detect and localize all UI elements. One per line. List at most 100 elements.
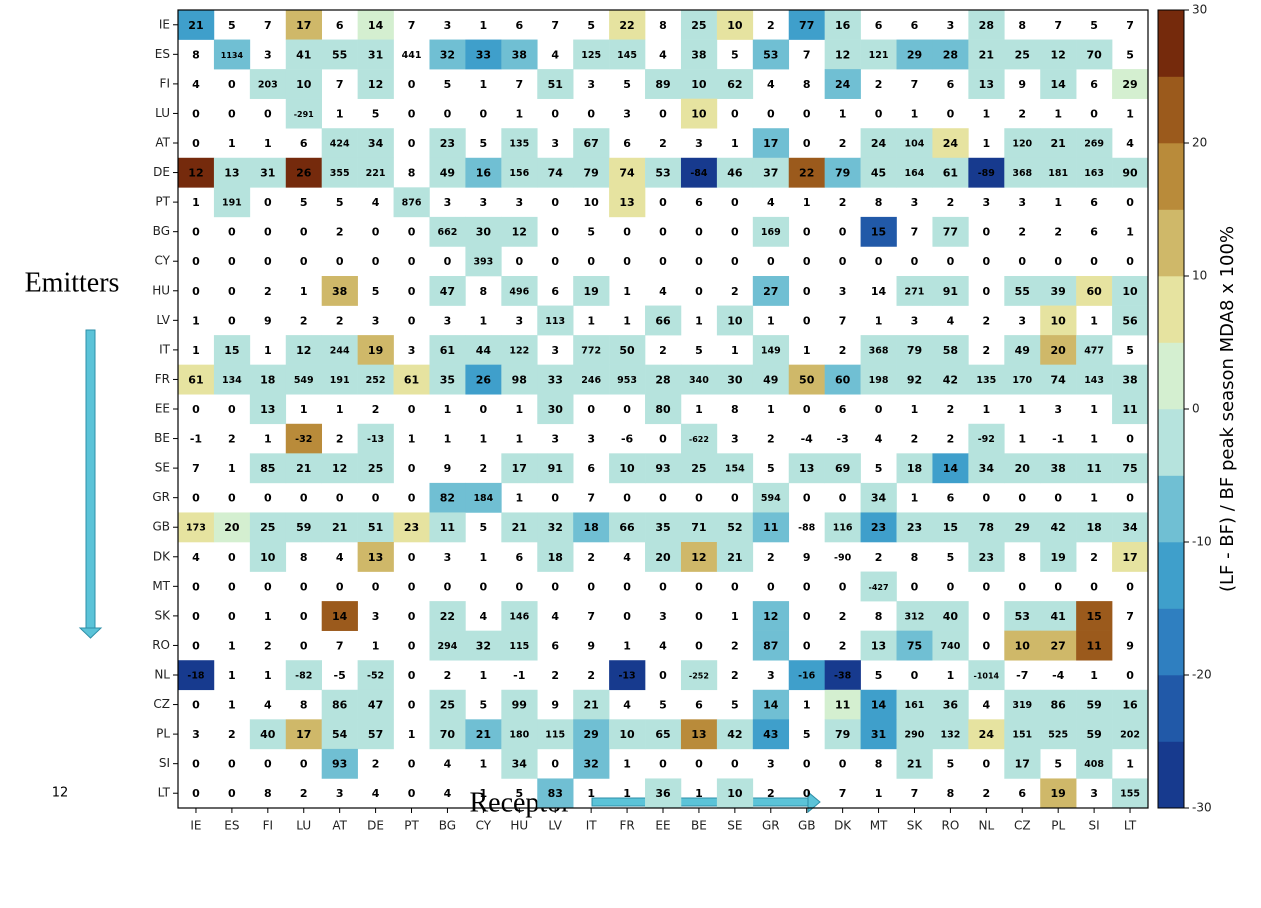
- cell-label: 0: [336, 580, 344, 593]
- heat-cell: [465, 216, 502, 247]
- cell-label: 7: [515, 78, 523, 91]
- cell-label: 0: [659, 580, 667, 593]
- cell-label: 23: [907, 521, 922, 534]
- cell-label: 155: [1120, 789, 1140, 800]
- cell-label: 69: [835, 462, 850, 475]
- cell-label: 6: [839, 403, 847, 416]
- heat-cell: [752, 512, 790, 543]
- cell-label: 1: [515, 107, 523, 120]
- heat-cell: [178, 364, 215, 395]
- cell-label: 1: [480, 19, 488, 32]
- cell-label: 1: [911, 492, 919, 505]
- cell-label: 61: [188, 373, 203, 386]
- cell-label: 0: [408, 78, 416, 91]
- heat-cell: [752, 601, 790, 631]
- cell-label: 0: [192, 758, 200, 771]
- heat-cell: [896, 719, 933, 750]
- cell-label: 0: [731, 758, 739, 771]
- y-tick-label: DE: [153, 165, 170, 179]
- cell-label: 5: [1126, 344, 1134, 357]
- cell-label: 71: [691, 521, 706, 534]
- cell-label: 7: [264, 19, 272, 32]
- heat-cell: [1040, 453, 1077, 484]
- cell-label: 54: [332, 728, 348, 741]
- heat-cell: [716, 542, 754, 572]
- cell-label: 51: [548, 78, 563, 91]
- y-tick-label: BG: [153, 224, 170, 238]
- heat-cell: [968, 453, 1005, 484]
- cell-label: 10: [1122, 285, 1138, 298]
- cell-label: 0: [731, 255, 739, 268]
- cell-label: 10: [691, 107, 707, 120]
- cell-label: 8: [911, 551, 919, 564]
- cell-label: 2: [839, 137, 847, 150]
- cell-label: 37: [763, 167, 778, 180]
- heat-cell: [788, 364, 825, 395]
- heat-cell: [501, 689, 538, 720]
- cell-label: 0: [228, 314, 236, 327]
- cell-label: 191: [222, 198, 242, 209]
- cell-label: 0: [731, 107, 739, 120]
- cell-label: 0: [947, 255, 955, 268]
- cell-label: 9: [803, 551, 811, 564]
- cell-label: 1: [1018, 403, 1026, 416]
- cell-label: 91: [548, 462, 563, 475]
- heat-cell: [357, 660, 394, 691]
- cell-label: 1: [695, 787, 703, 800]
- heat-cell: [573, 689, 610, 720]
- x-tick-label: DK: [834, 819, 852, 833]
- heat-cell: [393, 512, 430, 543]
- cell-label: 32: [583, 758, 598, 771]
- colorbar-swatch: [1158, 143, 1184, 210]
- cell-label: 79: [835, 167, 850, 180]
- heat-cell: [573, 157, 610, 188]
- heat-cell: [573, 512, 610, 543]
- cell-label: 4: [983, 699, 991, 712]
- heat-cell: [321, 601, 358, 631]
- cell-label: 13: [619, 196, 634, 209]
- cell-label: 23: [404, 521, 419, 534]
- heat-cell: [788, 660, 825, 691]
- cell-label: 2: [767, 433, 775, 446]
- cell-label: 0: [300, 639, 308, 652]
- cell-label: 0: [659, 758, 667, 771]
- heat-cell: [896, 453, 933, 484]
- cell-label: 1: [192, 196, 200, 209]
- cell-label: 122: [509, 345, 529, 356]
- cell-label: 1: [444, 433, 452, 446]
- x-tick-label: IT: [586, 819, 598, 833]
- heat-cell: [357, 453, 394, 484]
- cell-label: 0: [803, 403, 811, 416]
- cell-label: 0: [695, 255, 703, 268]
- cell-label: 0: [336, 492, 344, 505]
- cell-label: 14: [1051, 78, 1067, 91]
- cell-label: 30: [476, 226, 492, 239]
- cell-label: 2: [659, 344, 667, 357]
- cell-label: 25: [440, 699, 455, 712]
- cell-label: 2: [264, 639, 272, 652]
- heat-cell: [501, 630, 538, 661]
- cell-label: 4: [480, 610, 488, 623]
- cell-label: 1: [1126, 107, 1134, 120]
- cell-label: 2: [300, 787, 308, 800]
- y-tick-label: LT: [158, 786, 171, 800]
- cell-label: 0: [1090, 255, 1098, 268]
- cell-label: -7: [1016, 669, 1028, 682]
- cell-label: 35: [655, 521, 670, 534]
- y-tick-label: LV: [156, 313, 170, 327]
- cell-label: 12: [368, 78, 383, 91]
- heat-cell: [680, 423, 718, 454]
- heat-cell: [357, 39, 394, 70]
- heat-cell: [609, 719, 646, 750]
- cell-label: 0: [875, 107, 883, 120]
- cell-label: 0: [623, 226, 631, 239]
- cell-label: 0: [983, 580, 991, 593]
- cell-label: 0: [551, 226, 559, 239]
- x-tick-label: GR: [762, 819, 780, 833]
- colorbar-tick-label: -30: [1192, 801, 1212, 815]
- cell-label: 13: [979, 78, 994, 91]
- cell-label: 53: [1015, 610, 1030, 623]
- cell-label: 12: [332, 462, 347, 475]
- cell-label: 7: [408, 19, 416, 32]
- cell-label: 0: [659, 492, 667, 505]
